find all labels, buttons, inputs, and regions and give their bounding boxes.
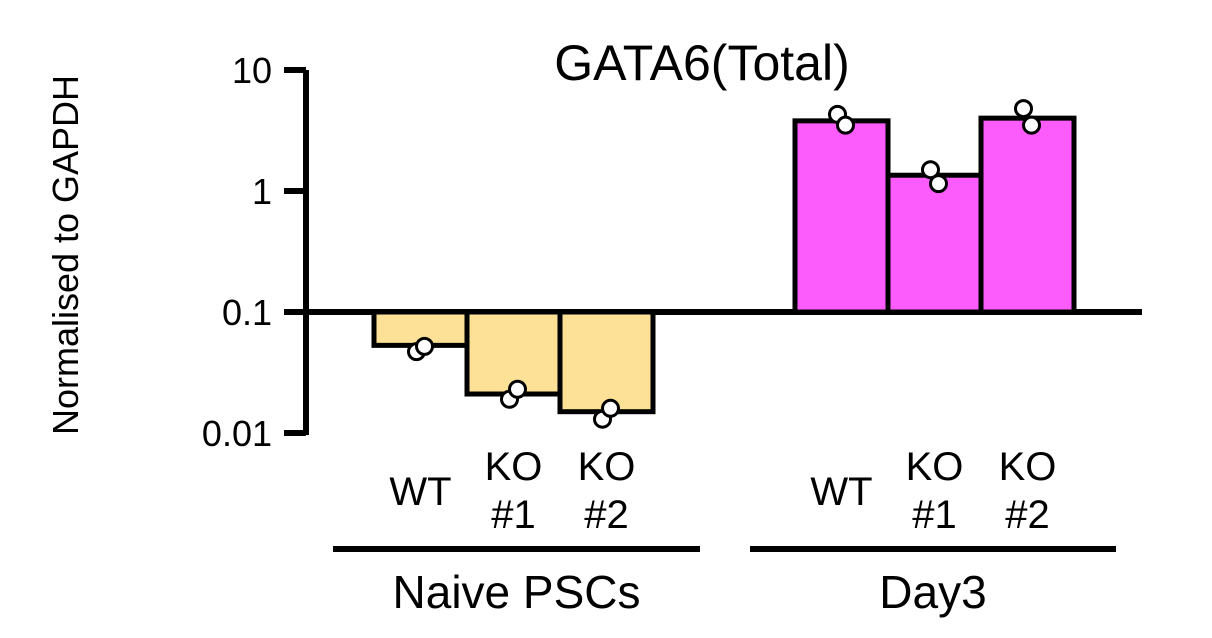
- data-point: [415, 336, 434, 356]
- bar: [557, 309, 656, 415]
- x-tick-label: #1: [912, 493, 957, 537]
- chart-title: GATA6(Total): [554, 35, 849, 91]
- x-tick-label: #1: [491, 493, 536, 537]
- x-tick-label: #2: [584, 493, 629, 537]
- group-label: Naive PSCs: [393, 566, 641, 618]
- bar: [792, 118, 891, 315]
- x-tick-label: KO: [485, 445, 543, 489]
- data-point: [921, 160, 940, 180]
- data-point: [601, 398, 620, 418]
- y-tick-label: 0.1: [222, 292, 272, 333]
- x-tick-label: KO: [906, 445, 964, 489]
- x-tick-label: #2: [1005, 493, 1050, 537]
- y-tick-label: 10: [232, 50, 272, 91]
- bar: [885, 172, 984, 315]
- data-point: [1014, 99, 1033, 119]
- x-tick-label: KO: [999, 445, 1057, 489]
- data-point: [508, 379, 527, 399]
- bars: [371, 115, 1077, 415]
- data-points: [407, 99, 1041, 429]
- y-tick-label: 1: [252, 171, 272, 212]
- x-tick-label: WT: [389, 470, 451, 514]
- y-tick-label: 0.01: [202, 413, 272, 454]
- data-point: [929, 174, 948, 194]
- data-point: [836, 115, 855, 135]
- data-point: [1022, 115, 1041, 135]
- x-tick-label: KO: [578, 445, 636, 489]
- bar: [978, 115, 1077, 315]
- y-axis-label: Normalised to GAPDH: [45, 75, 86, 435]
- group-label: Day3: [879, 566, 986, 618]
- x-tick-label: WT: [810, 470, 872, 514]
